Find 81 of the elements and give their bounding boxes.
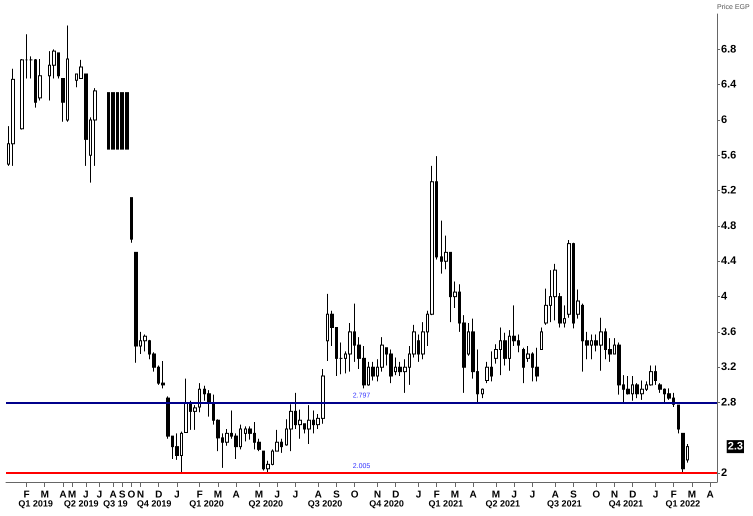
x-tick-label: N <box>374 490 382 500</box>
x-tick-label: O <box>350 490 359 500</box>
candlestick <box>184 378 188 434</box>
x-tick-label: J <box>530 490 536 500</box>
text: Q3 2020 <box>308 498 342 508</box>
x-tick-label: M <box>214 490 222 500</box>
x-tick-label: A <box>232 490 240 500</box>
x-tick-label: D <box>392 490 400 500</box>
text: Q2 2020 <box>248 498 284 508</box>
x-tick-label: M <box>688 490 696 500</box>
x-tick-label: F <box>196 490 203 500</box>
x-tick-label: M <box>68 490 76 500</box>
x-tick-label: N <box>610 490 618 500</box>
y-tick-label: 3.2 <box>721 361 736 374</box>
candlestick <box>389 349 393 384</box>
text: Q3 2021 <box>547 498 582 508</box>
x-tick-label: A <box>314 490 322 500</box>
text: Q1 2019 <box>18 498 53 508</box>
x-tick-label: S <box>118 490 126 500</box>
x-tick-label: J <box>292 490 298 500</box>
x-tick-label: J <box>416 490 422 500</box>
y-tick-label: 6 <box>721 114 728 126</box>
candlestick <box>130 197 133 244</box>
x-tick-label: J <box>96 490 102 500</box>
x-tick-label: F <box>23 490 30 500</box>
candlestick <box>111 92 115 150</box>
x-tick-label: A <box>552 490 559 500</box>
candlestick <box>11 68 15 166</box>
text: Q1 2022 <box>666 498 700 508</box>
x-tick-label: M <box>450 490 460 500</box>
candlestick <box>193 404 197 430</box>
y-tick-label: 6.4 <box>721 78 738 91</box>
text: Q2 2021 <box>486 498 520 508</box>
x-tick-label: J <box>511 490 517 500</box>
y-tick-label: 2 <box>721 467 728 480</box>
y-tick-label: 2.8 <box>721 396 736 409</box>
y-tick-label: 5.6 <box>721 149 736 162</box>
candlestick <box>307 404 311 445</box>
x-tick-label: A <box>706 490 714 500</box>
x-tick-label: M <box>254 490 264 500</box>
x-tick-label: O <box>127 490 136 500</box>
text: 2.3 <box>728 440 744 453</box>
candlestick <box>540 326 543 350</box>
x-tick-label: D <box>629 490 636 500</box>
candlestick <box>677 404 680 434</box>
candlestick <box>481 388 484 399</box>
x-tick-label: J <box>82 490 89 500</box>
x-tick-label: M <box>40 490 49 500</box>
x-tick-label: F <box>434 490 440 500</box>
y-tick-label: 4.4 <box>721 255 738 268</box>
candlestick <box>535 347 539 382</box>
y-tick-label: 3.6 <box>721 326 736 338</box>
candlestick <box>207 390 211 418</box>
x-tick-label: F <box>670 490 677 500</box>
x-tick-label: A <box>470 490 477 500</box>
candlestick <box>681 432 685 473</box>
y-tick-label: 5.2 <box>721 184 736 197</box>
y-tick-label: 6.8 <box>721 43 736 56</box>
text: Q4 2019 <box>136 498 172 508</box>
x-tick-label: O <box>592 490 600 500</box>
text: Q4 2021 <box>608 498 644 508</box>
x-tick-label: S <box>570 490 578 500</box>
text: Q2 2019 <box>64 498 98 508</box>
candlestick <box>198 382 201 413</box>
x-tick-label: N <box>136 490 144 500</box>
text: Q1 2021 <box>428 498 464 508</box>
text: Q4 2020 <box>369 498 404 508</box>
x-tick-label: J <box>174 490 180 500</box>
x-tick-label: J <box>652 490 658 500</box>
y-tick-label: 4.8 <box>721 220 736 232</box>
candlestick <box>161 360 165 389</box>
y-tick-label: 4 <box>721 290 728 303</box>
x-tick-label: S <box>333 490 340 500</box>
x-tick-label: A <box>109 490 117 500</box>
x-tick-label: M <box>492 490 500 500</box>
text: Q3 19 <box>103 498 128 508</box>
text: Q1 2020 <box>189 498 224 508</box>
x-tick-label: D <box>155 490 162 500</box>
x-tick-label: J <box>274 490 280 500</box>
candlestick <box>134 252 138 364</box>
x-tick-label: A <box>59 490 67 500</box>
